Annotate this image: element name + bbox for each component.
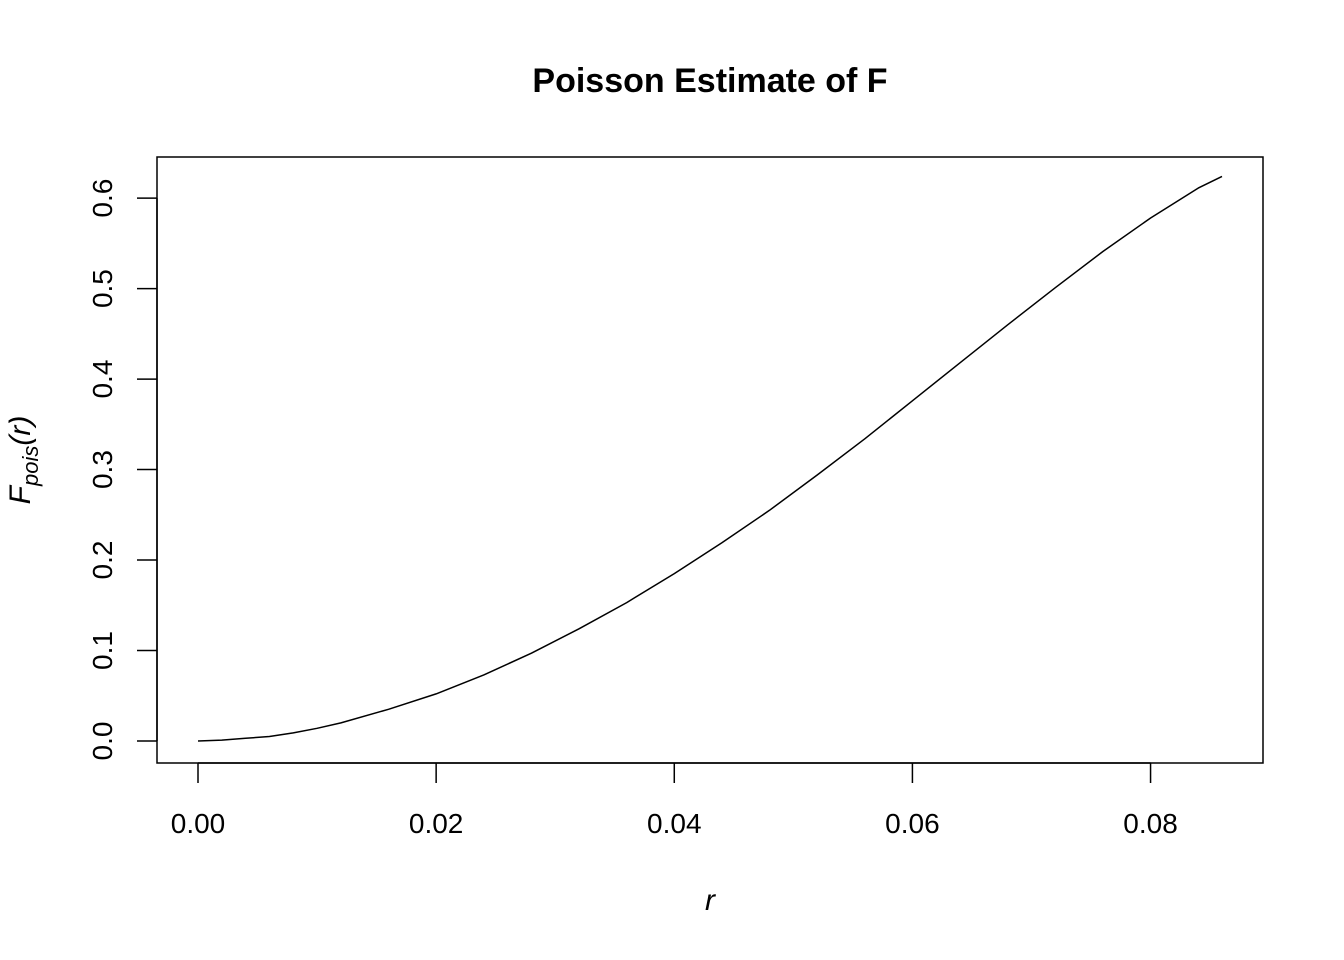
y-axis: 0.0 0.1 0.2 0.3 0.4 0.5 0.6 [87,179,158,761]
y-tick-label: 0.1 [87,631,118,670]
y-tick-label: 0.0 [87,722,118,761]
x-tick-label: 0.04 [647,808,702,839]
x-axis: 0.00 0.02 0.04 0.06 0.08 [171,762,1178,839]
y-axis-label: Fpois(r) [4,416,43,505]
y-tick-label: 0.4 [87,360,118,399]
series-layer [197,175,1223,742]
x-axis-label: r [705,884,716,917]
x-tick-label: 0.08 [1123,808,1178,839]
y-tick-label: 0.5 [87,269,118,308]
x-tick-label: 0.06 [885,808,940,839]
plot-frame [156,156,1264,764]
chart-title: Poisson Estimate of F [532,62,887,100]
y-axis-label-argument: (r) [4,416,37,446]
series-line [197,175,1223,742]
y-axis-label-subscript: pois [18,446,43,487]
y-tick-label: 0.2 [87,541,118,580]
x-tick-label: 0.00 [171,808,226,839]
y-tick-label: 0.6 [87,179,118,218]
y-axis-label-main: F [4,484,37,504]
y-tick-label: 0.3 [87,450,118,489]
x-tick-label: 0.02 [409,808,464,839]
